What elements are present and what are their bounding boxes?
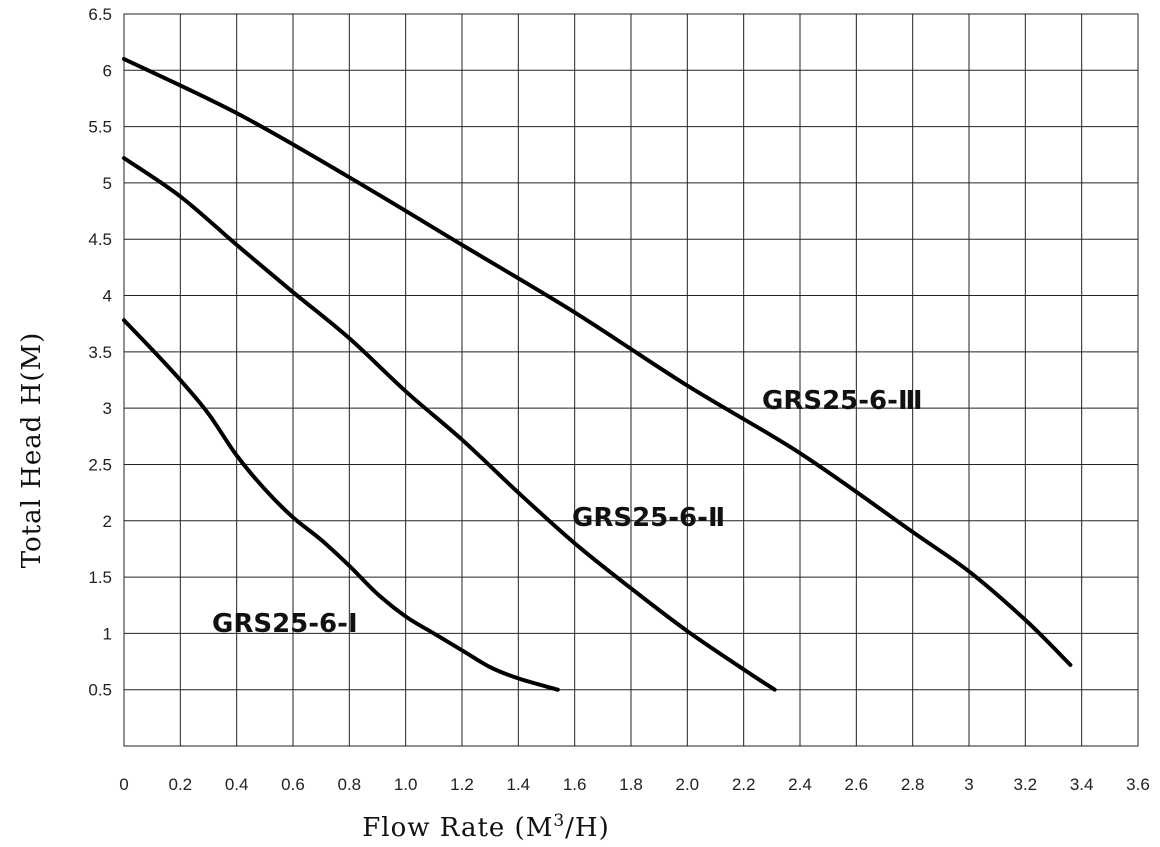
- series-curves: [122, 57, 1073, 692]
- x-tick-label: 3.6: [1126, 775, 1150, 794]
- x-tick-label: 2.6: [845, 775, 869, 794]
- y-tick-label: 0.5: [88, 681, 112, 700]
- series-label-2: GRS25-6-Ⅱ: [572, 503, 725, 533]
- series-label-1: GRS25-6-Ⅰ: [212, 609, 358, 639]
- x-tick-label: 3.4: [1070, 775, 1094, 794]
- y-tick-label: 5.5: [88, 118, 112, 137]
- y-tick-label: 1.5: [88, 568, 112, 587]
- y-tick-label: 5: [103, 174, 112, 193]
- y-tick-label: 3.5: [88, 343, 112, 362]
- grid: [123, 13, 1139, 747]
- y-tick-label: 1: [103, 624, 112, 643]
- y-tick-label: 2: [103, 512, 112, 531]
- x-tick-label: 0.6: [281, 775, 305, 794]
- x-tick-label: 3.2: [1014, 775, 1038, 794]
- x-tick-label: 1.0: [394, 775, 418, 794]
- x-tick-label: 3: [964, 775, 973, 794]
- x-tick-label: 0.8: [338, 775, 362, 794]
- x-axis-title-main: Flow Rate (M: [362, 813, 553, 843]
- x-tick-label: 2.4: [788, 775, 812, 794]
- y-axis-title: Total Head H(M): [17, 332, 47, 569]
- x-tick-label: 0: [119, 775, 128, 794]
- x-tick-label: 2.0: [676, 775, 700, 794]
- x-tick-label: 1.6: [563, 775, 587, 794]
- y-tick-label: 6: [103, 61, 112, 80]
- y-tick-label: 4: [103, 287, 112, 306]
- series-line-1: [122, 318, 560, 692]
- x-axis-title-superscript: 3: [553, 811, 565, 831]
- series-label-3: GRS25-6-Ⅲ: [762, 386, 923, 416]
- x-tick-label: 2.8: [901, 775, 925, 794]
- y-tick-label: 3: [103, 399, 112, 418]
- y-tick-label: 4.5: [88, 230, 112, 249]
- x-tick-label: 0.2: [169, 775, 193, 794]
- x-tick-label: 2.2: [732, 775, 756, 794]
- x-tick-label: 0.4: [225, 775, 249, 794]
- series-line-3: [122, 57, 1073, 667]
- tick-labels: 0 0.2 0.4 0.6 0.8 1.0 1.2 1.4 1.6 1.8 2.0 2.2 2.4 2.6…: [88, 5, 1149, 794]
- x-tick-label: 1.8: [619, 775, 643, 794]
- y-tick-label: 2.5: [88, 455, 112, 474]
- x-tick-label: 1.4: [507, 775, 531, 794]
- x-tick-label: 1.2: [450, 775, 474, 794]
- x-axis-title-suffix: /H): [565, 813, 610, 843]
- series-line-2: [122, 156, 777, 692]
- series-labels: GRS25-6-Ⅰ GRS25-6-Ⅱ GRS25-6-Ⅲ: [212, 386, 923, 639]
- x-axis-title: Flow Rate (M3/H): [362, 811, 609, 843]
- y-tick-label: 6.5: [88, 5, 112, 24]
